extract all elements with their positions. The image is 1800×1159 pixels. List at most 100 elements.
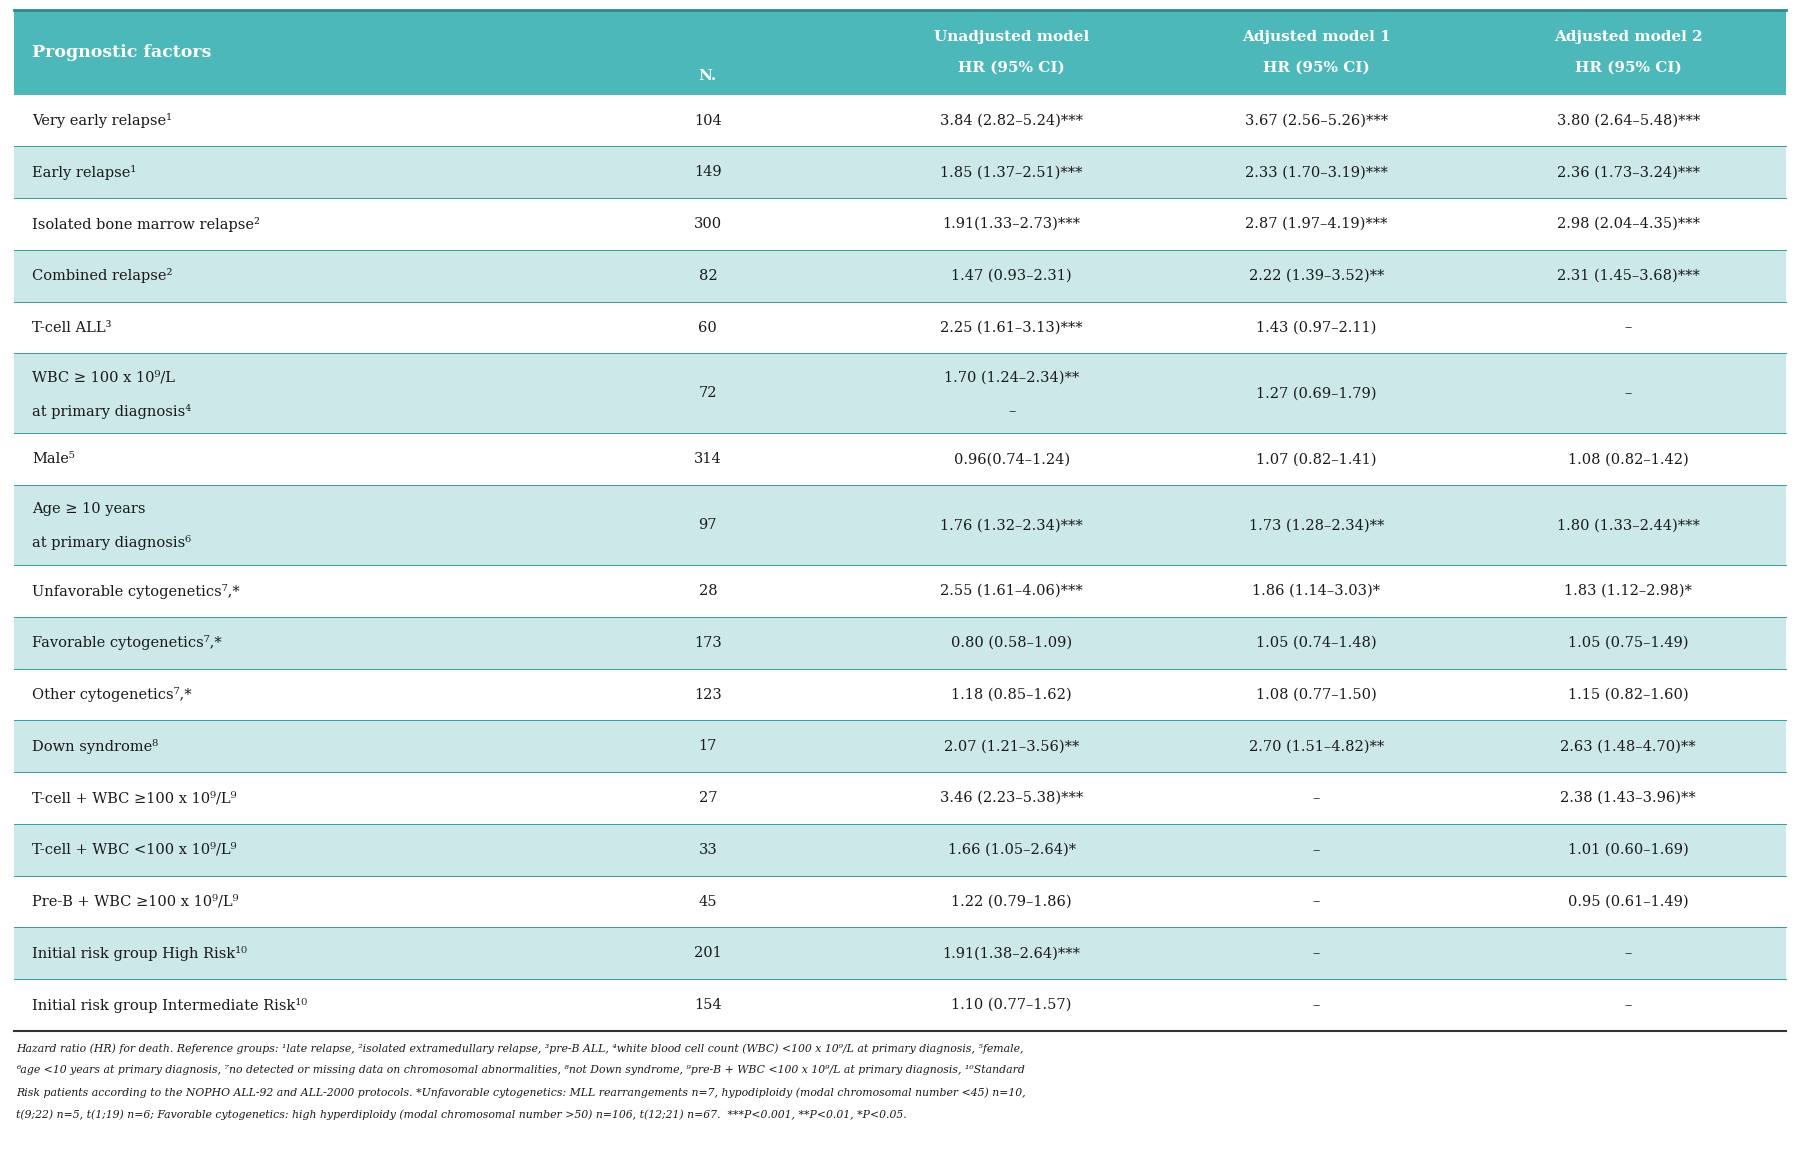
Text: 2.98 (2.04–4.35)***: 2.98 (2.04–4.35)*** [1557, 217, 1699, 231]
Bar [14, 433, 1786, 486]
Text: 97: 97 [698, 518, 716, 532]
Text: 1.10 (0.77–1.57): 1.10 (0.77–1.57) [952, 998, 1071, 1012]
Text: 300: 300 [693, 217, 722, 231]
Text: 1.83 (1.12–2.98)*: 1.83 (1.12–2.98)* [1564, 584, 1692, 598]
Text: Isolated bone marrow relapse²: Isolated bone marrow relapse² [32, 217, 259, 232]
Text: 1.47 (0.93–2.31): 1.47 (0.93–2.31) [952, 269, 1073, 283]
Text: Combined relapse²: Combined relapse² [32, 269, 173, 283]
Text: 28: 28 [698, 584, 716, 598]
Text: ⁶age <10 years at primary diagnosis, ⁷no detected or missing data on chromosomal: ⁶age <10 years at primary diagnosis, ⁷no… [16, 1065, 1024, 1076]
Text: 3.67 (2.56–5.26)***: 3.67 (2.56–5.26)*** [1246, 114, 1388, 127]
Text: 1.85 (1.37–2.51)***: 1.85 (1.37–2.51)*** [940, 166, 1084, 180]
Text: t(9;22) n=5, t(1;19) n=6; Favorable cytogenetics: high hyperdiploidy (modal chro: t(9;22) n=5, t(1;19) n=6; Favorable cyto… [16, 1109, 907, 1120]
Text: 0.80 (0.58–1.09): 0.80 (0.58–1.09) [950, 636, 1073, 650]
Text: at primary diagnosis⁶: at primary diagnosis⁶ [32, 535, 191, 551]
Bar [14, 486, 1786, 566]
Text: 2.38 (1.43–3.96)**: 2.38 (1.43–3.96)** [1561, 792, 1696, 806]
Bar [14, 10, 1786, 95]
Text: 1.22 (0.79–1.86): 1.22 (0.79–1.86) [952, 895, 1073, 909]
Text: 45: 45 [698, 895, 716, 909]
Text: at primary diagnosis⁴: at primary diagnosis⁴ [32, 403, 191, 418]
Text: Unfavorable cytogenetics⁷,*: Unfavorable cytogenetics⁷,* [32, 584, 239, 598]
Text: 123: 123 [695, 687, 722, 701]
Text: –: – [1625, 386, 1633, 401]
Text: N.: N. [698, 70, 716, 83]
Bar [14, 146, 1786, 198]
Text: 149: 149 [695, 166, 722, 180]
Text: Down syndrome⁸: Down syndrome⁸ [32, 738, 158, 753]
Bar [14, 617, 1786, 669]
Text: 2.07 (1.21–3.56)**: 2.07 (1.21–3.56)** [943, 739, 1080, 753]
Text: 1.66 (1.05–2.64)*: 1.66 (1.05–2.64)* [947, 843, 1076, 857]
Text: Unadjusted model: Unadjusted model [934, 30, 1089, 44]
Text: 3.80 (2.64–5.48)***: 3.80 (2.64–5.48)*** [1557, 114, 1699, 127]
Text: HR (95% CI): HR (95% CI) [1575, 60, 1681, 74]
Text: HR (95% CI): HR (95% CI) [1264, 60, 1370, 74]
Text: T-cell + WBC ≥100 x 10⁹/L⁹: T-cell + WBC ≥100 x 10⁹/L⁹ [32, 792, 236, 806]
Bar [14, 876, 1786, 927]
Text: Initial risk group High Risk¹⁰: Initial risk group High Risk¹⁰ [32, 946, 247, 961]
Text: 104: 104 [695, 114, 722, 127]
Text: 2.63 (1.48–4.70)**: 2.63 (1.48–4.70)** [1561, 739, 1696, 753]
Text: 1.01 (0.60–1.69): 1.01 (0.60–1.69) [1568, 843, 1688, 857]
Text: 314: 314 [695, 452, 722, 466]
Text: 1.05 (0.75–1.49): 1.05 (0.75–1.49) [1568, 636, 1688, 650]
Bar [14, 721, 1786, 772]
Text: Adjusted model 2: Adjusted model 2 [1553, 30, 1703, 44]
Text: –: – [1625, 947, 1633, 961]
Text: 1.08 (0.77–1.50): 1.08 (0.77–1.50) [1256, 687, 1377, 701]
Bar [14, 301, 1786, 353]
Text: 1.70 (1.24–2.34)**: 1.70 (1.24–2.34)** [943, 371, 1080, 385]
Text: 1.91(1.33–2.73)***: 1.91(1.33–2.73)*** [943, 217, 1080, 231]
Text: –: – [1312, 843, 1319, 857]
Text: 3.84 (2.82–5.24)***: 3.84 (2.82–5.24)*** [940, 114, 1084, 127]
Text: 2.22 (1.39–3.52)**: 2.22 (1.39–3.52)** [1249, 269, 1384, 283]
Text: Very early relapse¹: Very early relapse¹ [32, 114, 173, 127]
Text: Age ≥ 10 years: Age ≥ 10 years [32, 502, 146, 516]
Text: 1.07 (0.82–1.41): 1.07 (0.82–1.41) [1256, 452, 1377, 466]
Text: 3.46 (2.23–5.38)***: 3.46 (2.23–5.38)*** [940, 792, 1084, 806]
Text: 173: 173 [695, 636, 722, 650]
Text: Favorable cytogenetics⁷,*: Favorable cytogenetics⁷,* [32, 635, 221, 650]
Text: 27: 27 [698, 792, 716, 806]
Bar [14, 824, 1786, 876]
Text: Hazard ratio (HR) for death. Reference groups: ¹late relapse, ²isolated extramed: Hazard ratio (HR) for death. Reference g… [16, 1043, 1024, 1054]
Text: 1.91(1.38–2.64)***: 1.91(1.38–2.64)*** [943, 947, 1080, 961]
Bar [14, 979, 1786, 1032]
Text: 2.33 (1.70–3.19)***: 2.33 (1.70–3.19)*** [1246, 166, 1388, 180]
Text: –: – [1312, 895, 1319, 909]
Text: Other cytogenetics⁷,*: Other cytogenetics⁷,* [32, 687, 193, 702]
Text: Initial risk group Intermediate Risk¹⁰: Initial risk group Intermediate Risk¹⁰ [32, 998, 308, 1013]
Text: 1.80 (1.33–2.44)***: 1.80 (1.33–2.44)*** [1557, 518, 1699, 532]
Text: 0.95 (0.61–1.49): 0.95 (0.61–1.49) [1568, 895, 1688, 909]
Text: 60: 60 [698, 321, 716, 335]
Text: 2.70 (1.51–4.82)**: 2.70 (1.51–4.82)** [1249, 739, 1384, 753]
Text: 72: 72 [698, 386, 716, 401]
Text: 1.43 (0.97–2.11): 1.43 (0.97–2.11) [1256, 321, 1377, 335]
Bar [14, 353, 1786, 433]
Text: T-cell ALL³: T-cell ALL³ [32, 321, 112, 335]
Text: 33: 33 [698, 843, 716, 857]
Text: 2.36 (1.73–3.24)***: 2.36 (1.73–3.24)*** [1557, 166, 1699, 180]
Text: Pre-B + WBC ≥100 x 10⁹/L⁹: Pre-B + WBC ≥100 x 10⁹/L⁹ [32, 895, 239, 909]
Text: 1.27 (0.69–1.79): 1.27 (0.69–1.79) [1256, 386, 1377, 401]
Text: 2.87 (1.97–4.19)***: 2.87 (1.97–4.19)*** [1246, 217, 1388, 231]
Text: 82: 82 [698, 269, 716, 283]
Text: Prognostic factors: Prognostic factors [32, 44, 212, 60]
Text: Adjusted model 1: Adjusted model 1 [1242, 30, 1391, 44]
Text: –: – [1008, 404, 1015, 418]
Text: Early relapse¹: Early relapse¹ [32, 165, 137, 180]
Text: 1.15 (0.82–1.60): 1.15 (0.82–1.60) [1568, 687, 1688, 701]
Text: HR (95% CI): HR (95% CI) [958, 60, 1066, 74]
Text: 1.73 (1.28–2.34)**: 1.73 (1.28–2.34)** [1249, 518, 1384, 532]
Text: 1.76 (1.32–2.34)***: 1.76 (1.32–2.34)*** [940, 518, 1084, 532]
Text: –: – [1312, 998, 1319, 1012]
Text: 2.31 (1.45–3.68)***: 2.31 (1.45–3.68)*** [1557, 269, 1699, 283]
Bar [14, 250, 1786, 301]
Text: –: – [1312, 947, 1319, 961]
Text: 201: 201 [695, 947, 722, 961]
Text: 17: 17 [698, 739, 716, 753]
Bar [14, 566, 1786, 617]
Text: 2.25 (1.61–3.13)***: 2.25 (1.61–3.13)*** [940, 321, 1084, 335]
Text: –: – [1625, 998, 1633, 1012]
